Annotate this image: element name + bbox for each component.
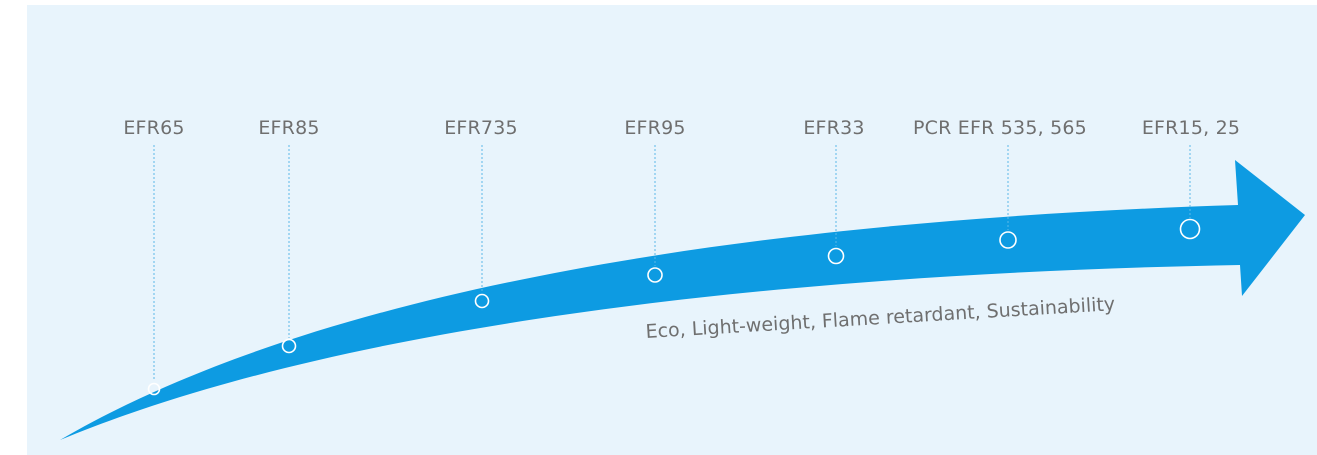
milestone-marker <box>474 293 490 309</box>
milestone-label: EFR65 <box>123 117 185 139</box>
milestone-marker <box>147 382 161 396</box>
milestone-label: EFR95 <box>624 117 686 139</box>
milestone-marker <box>647 267 663 283</box>
milestone-label: PCR EFR 535, 565 <box>913 117 1087 139</box>
milestone-label: EFR15, 25 <box>1141 117 1241 139</box>
milestone-guides <box>153 145 1191 380</box>
milestone-markers <box>147 218 1201 396</box>
milestone-marker <box>281 338 297 354</box>
growth-arrow <box>60 160 1305 440</box>
milestone-marker <box>999 231 1017 249</box>
milestone-label: EFR33 <box>803 117 865 139</box>
arrow-caption: Eco, Light-weight, Flame retardant, Sust… <box>645 293 1116 343</box>
milestone-marker <box>827 247 845 265</box>
milestone-marker <box>1179 218 1201 240</box>
milestone-label: EFR735 <box>444 117 518 139</box>
milestone-label: EFR85 <box>258 117 320 139</box>
